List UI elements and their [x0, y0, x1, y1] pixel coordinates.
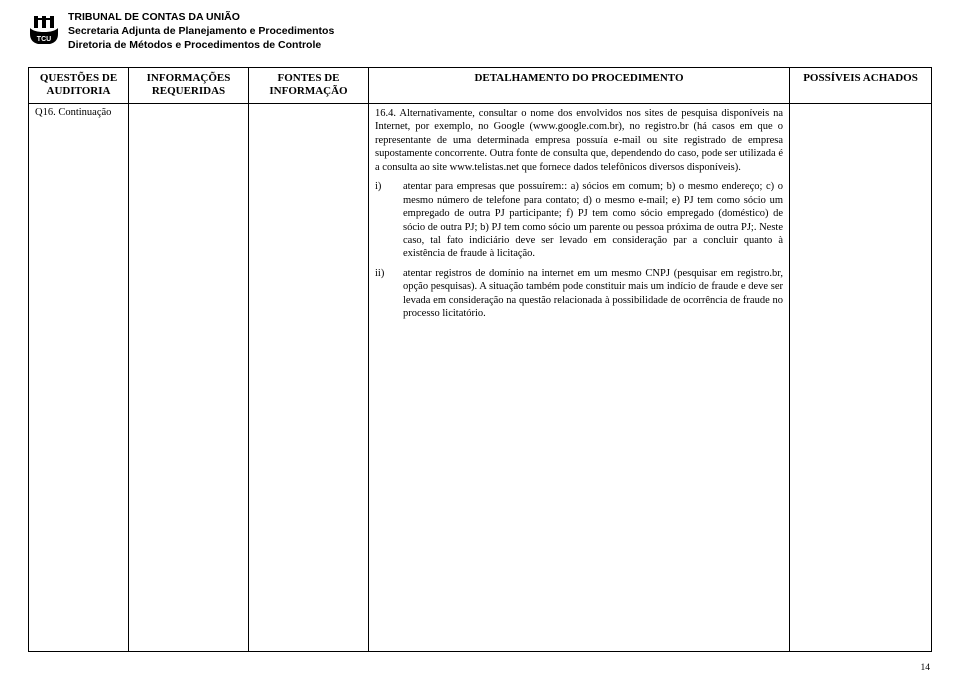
list-text-i: atentar para empresas que possuírem:: a)… — [403, 180, 783, 261]
col-header-questoes: QUESTÕES DE AUDITORIA — [29, 67, 129, 104]
list-marker-i: i) — [375, 180, 391, 261]
questao-text: Q16. Continuação — [35, 107, 111, 118]
page-header: TCU TRIBUNAL DE CONTAS DA UNIÃO Secretar… — [28, 10, 932, 53]
header-text-block: TRIBUNAL DE CONTAS DA UNIÃO Secretaria A… — [68, 10, 334, 53]
page-number: 14 — [921, 663, 931, 673]
audit-table: QUESTÕES DE AUDITORIA INFORMAÇÕES REQUER… — [28, 67, 932, 653]
col-header-informacoes-requeridas: INFORMAÇÕES REQUERIDAS — [129, 67, 249, 104]
detalhamento-16-4: 16.4. Alternativamente, consultar o nome… — [375, 107, 783, 174]
list-text-ii: atentar registros de domínio na internet… — [403, 267, 783, 321]
header-line-3: Diretoria de Métodos e Procedimentos de … — [68, 38, 334, 52]
col-header-fontes-informacao: FONTES DE INFORMAÇÃO — [249, 67, 369, 104]
col-header-detalhamento: DETALHAMENTO DO PROCEDIMENTO — [369, 67, 790, 104]
svg-text:TCU: TCU — [37, 36, 51, 43]
detalhamento-list: i) atentar para empresas que possuírem::… — [375, 180, 783, 320]
cell-possiveis-achados — [790, 104, 932, 652]
header-line-2: Secretaria Adjunta de Planejamento e Pro… — [68, 24, 334, 38]
cell-questao: Q16. Continuação — [29, 104, 129, 652]
list-item-ii: ii) atentar registros de domínio na inte… — [375, 267, 783, 321]
tcu-logo: TCU — [28, 12, 60, 46]
cell-fontes-informacao — [249, 104, 369, 652]
table-row: Q16. Continuação 16.4. Alternativamente,… — [29, 104, 932, 652]
cell-detalhamento: 16.4. Alternativamente, consultar o nome… — [369, 104, 790, 652]
col-header-possiveis-achados: POSSÍVEIS ACHADOS — [790, 67, 932, 104]
list-item-i: i) atentar para empresas que possuírem::… — [375, 180, 783, 261]
header-line-1: TRIBUNAL DE CONTAS DA UNIÃO — [68, 10, 334, 24]
table-header-row: QUESTÕES DE AUDITORIA INFORMAÇÕES REQUER… — [29, 67, 932, 104]
list-marker-ii: ii) — [375, 267, 391, 321]
cell-informacoes-requeridas — [129, 104, 249, 652]
